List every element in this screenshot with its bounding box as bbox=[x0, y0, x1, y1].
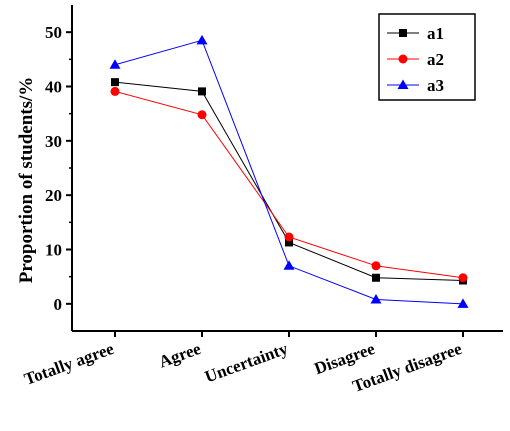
legend-label-a3: a3 bbox=[427, 76, 444, 95]
legend-label-a1: a1 bbox=[427, 24, 444, 43]
data-point-a2 bbox=[458, 273, 468, 283]
legend-marker-a3 bbox=[397, 79, 409, 89]
data-point-a1 bbox=[285, 238, 293, 247]
legend-label-a2: a2 bbox=[427, 50, 444, 69]
data-point-a1 bbox=[198, 87, 206, 96]
data-point-a3 bbox=[370, 293, 382, 304]
x-tick-label: Totally agree bbox=[22, 339, 117, 389]
legend-marker-a1 bbox=[399, 29, 407, 37]
data-point-a3 bbox=[283, 260, 295, 270]
series-a3 bbox=[109, 34, 469, 308]
legend-box bbox=[378, 13, 476, 101]
legend: a1 a2 a3 bbox=[378, 13, 476, 101]
y-tick-label: 30 bbox=[45, 132, 62, 151]
series-line-a1 bbox=[114, 81, 464, 281]
y-tick-label: 20 bbox=[45, 186, 62, 205]
data-point-a3 bbox=[196, 34, 208, 45]
series-layer bbox=[109, 34, 469, 308]
series-a1 bbox=[111, 78, 467, 285]
data-point-a2 bbox=[284, 232, 294, 242]
series-line-a2 bbox=[114, 90, 464, 279]
y-tick-label: 40 bbox=[45, 78, 62, 97]
x-tick-label: Agree bbox=[156, 339, 203, 372]
data-point-a3 bbox=[457, 298, 469, 308]
x-tick-label: Uncertainty bbox=[202, 339, 291, 387]
data-point-a2 bbox=[371, 261, 381, 271]
y-axis-title: Proportion of students/% bbox=[16, 77, 37, 284]
y-tick-label: 10 bbox=[45, 241, 62, 260]
data-point-a1 bbox=[111, 78, 119, 87]
y-tick-label: 50 bbox=[45, 23, 62, 42]
y-tick-label: 0 bbox=[54, 295, 63, 314]
series-a2 bbox=[110, 86, 468, 283]
data-point-a3 bbox=[109, 59, 121, 69]
data-point-a1 bbox=[372, 273, 380, 282]
data-point-a2 bbox=[110, 86, 120, 96]
data-point-a2 bbox=[197, 110, 207, 120]
legend-marker-a2 bbox=[398, 54, 408, 64]
